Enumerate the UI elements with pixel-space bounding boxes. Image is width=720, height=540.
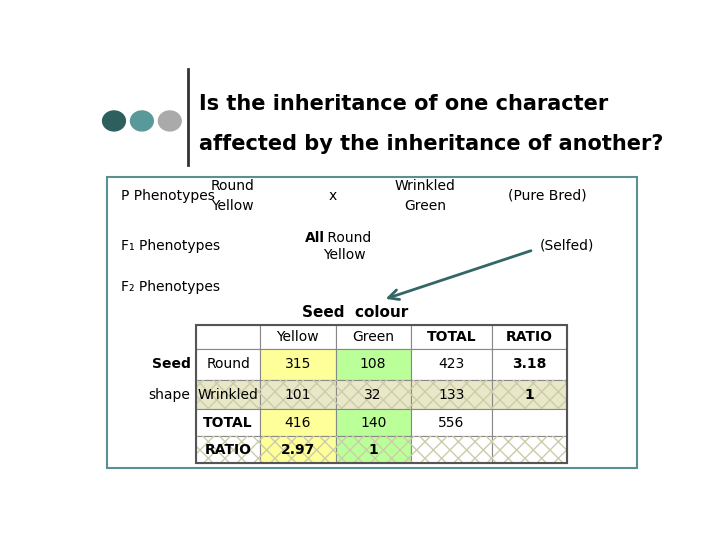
Bar bbox=[336, 380, 411, 409]
Ellipse shape bbox=[103, 111, 125, 131]
Bar bbox=[260, 380, 336, 409]
Bar bbox=[196, 325, 567, 463]
Bar bbox=[336, 380, 411, 409]
Text: 1: 1 bbox=[369, 443, 378, 457]
Text: affected by the inheritance of another?: affected by the inheritance of another? bbox=[199, 134, 663, 154]
Bar bbox=[492, 436, 567, 463]
Text: Is the inheritance of one character: Is the inheritance of one character bbox=[199, 94, 608, 114]
Text: Wrinkled
Green: Wrinkled Green bbox=[395, 179, 455, 213]
Bar bbox=[196, 380, 260, 409]
Text: 2.97: 2.97 bbox=[281, 443, 315, 457]
Text: F₁ Phenotypes: F₁ Phenotypes bbox=[121, 239, 220, 253]
Text: 556: 556 bbox=[438, 416, 464, 430]
Bar bbox=[196, 436, 260, 463]
Text: x: x bbox=[328, 189, 337, 203]
Text: Round: Round bbox=[323, 231, 372, 245]
Bar bbox=[196, 409, 260, 436]
Bar bbox=[411, 409, 492, 436]
Bar bbox=[411, 436, 492, 463]
Text: 3.18: 3.18 bbox=[512, 357, 546, 372]
Bar bbox=[260, 436, 336, 463]
Text: 133: 133 bbox=[438, 388, 464, 402]
Bar bbox=[411, 436, 492, 463]
Bar bbox=[492, 380, 567, 409]
Bar bbox=[411, 380, 492, 409]
Text: Round: Round bbox=[206, 357, 250, 372]
Bar bbox=[107, 177, 637, 468]
Bar bbox=[336, 436, 411, 463]
Text: 32: 32 bbox=[364, 388, 382, 402]
Text: TOTAL: TOTAL bbox=[203, 416, 253, 430]
Text: (Pure Bred): (Pure Bred) bbox=[508, 189, 587, 203]
Bar bbox=[336, 325, 411, 349]
Text: Seed  colour: Seed colour bbox=[302, 305, 408, 320]
Text: F₂ Phenotypes: F₂ Phenotypes bbox=[121, 280, 220, 294]
Text: Wrinkled: Wrinkled bbox=[198, 388, 258, 402]
Bar bbox=[260, 436, 336, 463]
Text: Yellow: Yellow bbox=[276, 330, 319, 344]
Bar bbox=[196, 349, 260, 380]
Bar bbox=[260, 349, 336, 380]
Bar bbox=[492, 436, 567, 463]
Bar bbox=[492, 349, 567, 380]
Bar bbox=[411, 349, 492, 380]
Bar bbox=[196, 325, 260, 349]
Bar bbox=[260, 409, 336, 436]
Bar bbox=[492, 409, 567, 436]
Text: shape: shape bbox=[148, 388, 190, 402]
Text: Round
Yellow: Round Yellow bbox=[210, 179, 254, 213]
Text: Green: Green bbox=[352, 330, 394, 344]
Text: 140: 140 bbox=[360, 416, 387, 430]
Bar bbox=[260, 325, 336, 349]
Bar bbox=[196, 380, 260, 409]
Bar bbox=[336, 436, 411, 463]
Text: RATIO: RATIO bbox=[204, 443, 251, 457]
Bar bbox=[336, 409, 411, 436]
Bar bbox=[492, 380, 567, 409]
Text: Yellow: Yellow bbox=[323, 248, 366, 262]
Bar bbox=[196, 436, 260, 463]
Text: P Phenotypes: P Phenotypes bbox=[121, 189, 215, 203]
Bar bbox=[411, 325, 492, 349]
Bar bbox=[411, 380, 492, 409]
Bar bbox=[492, 325, 567, 349]
Text: Seed: Seed bbox=[152, 357, 190, 372]
Ellipse shape bbox=[158, 111, 181, 131]
Bar bbox=[260, 380, 336, 409]
Text: 423: 423 bbox=[438, 357, 464, 372]
Text: All: All bbox=[305, 231, 325, 245]
Text: 1: 1 bbox=[525, 388, 534, 402]
Text: 416: 416 bbox=[284, 416, 311, 430]
Text: 101: 101 bbox=[284, 388, 311, 402]
Ellipse shape bbox=[130, 111, 153, 131]
Text: 315: 315 bbox=[284, 357, 311, 372]
Text: 108: 108 bbox=[360, 357, 387, 372]
Text: RATIO: RATIO bbox=[506, 330, 553, 344]
Text: (Selfed): (Selfed) bbox=[540, 239, 594, 253]
Text: TOTAL: TOTAL bbox=[426, 330, 476, 344]
Bar bbox=[336, 349, 411, 380]
